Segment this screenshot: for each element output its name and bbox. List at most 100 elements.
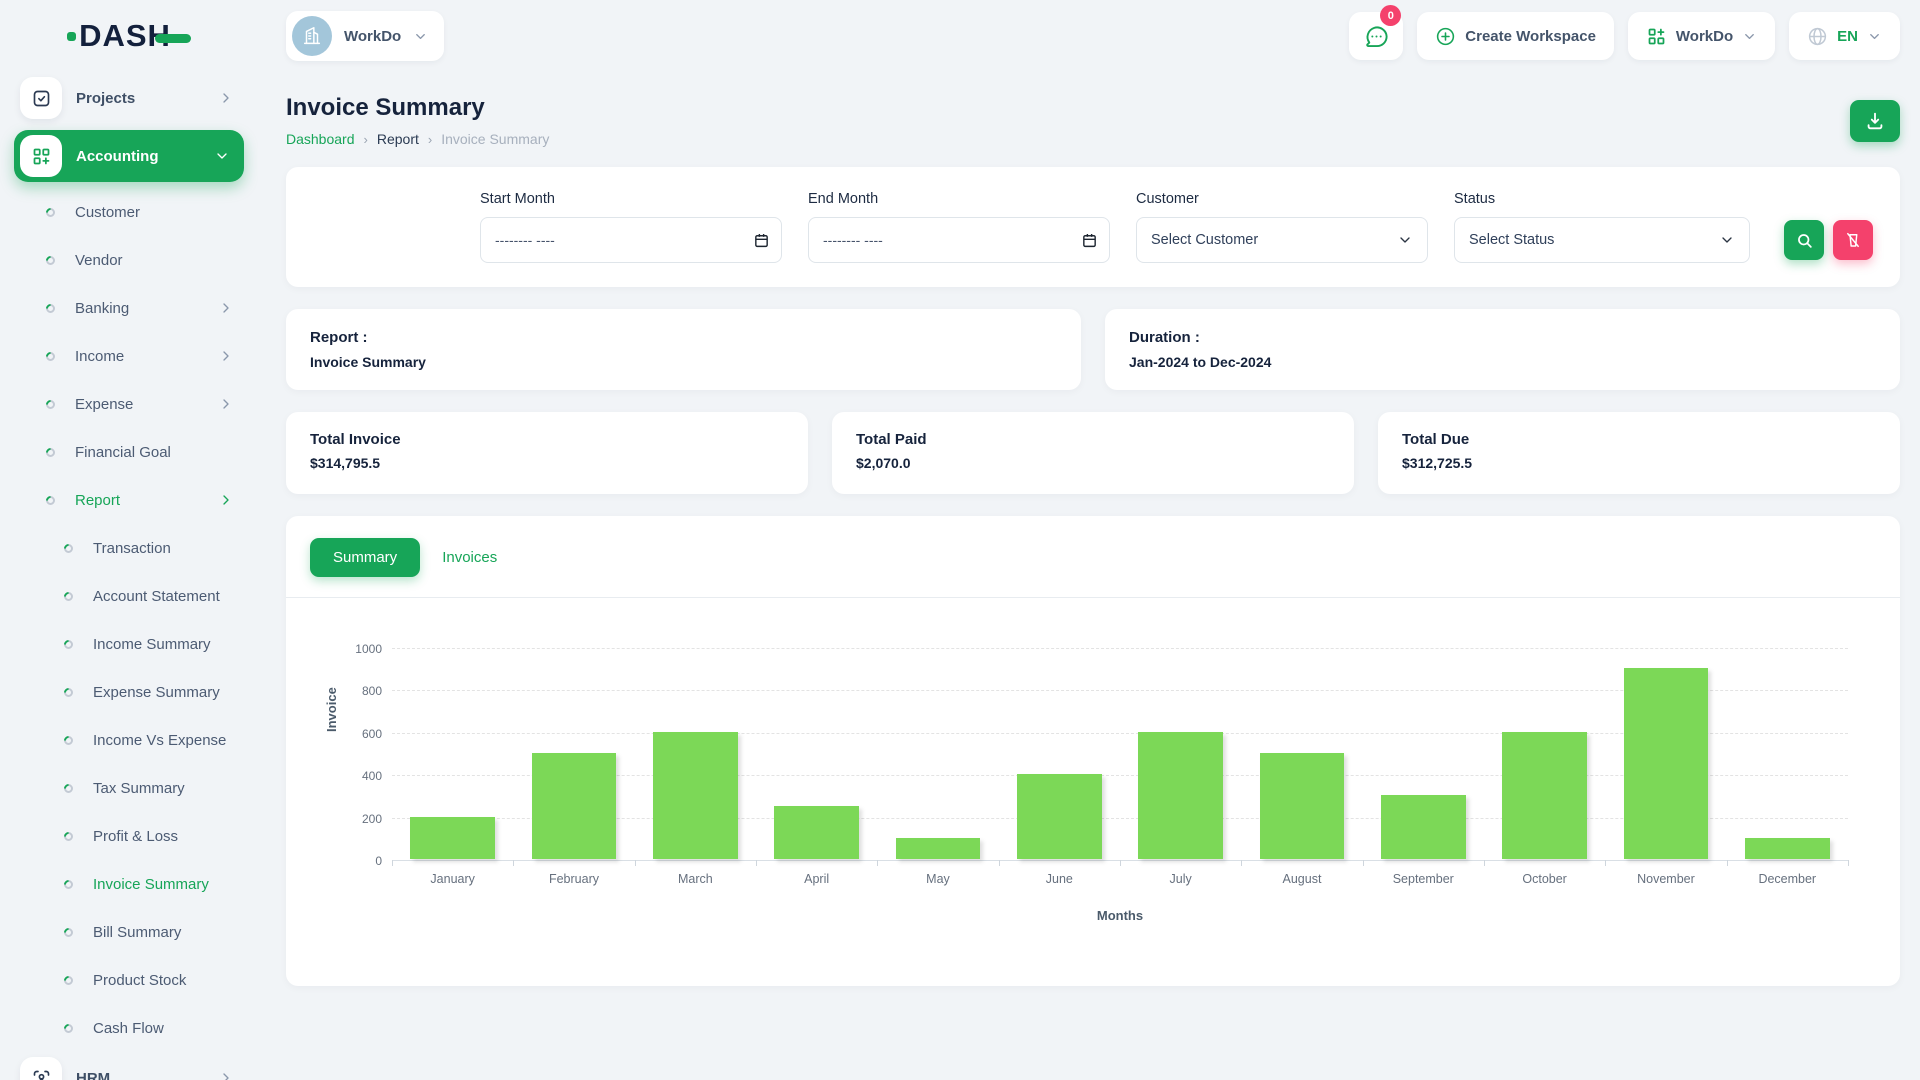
- sidebar-item-banking[interactable]: Banking: [0, 284, 258, 332]
- app-switcher-button[interactable]: WorkDo: [1628, 12, 1775, 60]
- chevron-right-icon: [218, 348, 234, 364]
- sidebar-item-label: Accounting: [76, 148, 200, 165]
- apply-filter-button[interactable]: [1784, 220, 1824, 260]
- bullet-icon: [62, 926, 75, 939]
- clear-filter-icon: [1844, 231, 1862, 249]
- start-month-label: Start Month: [480, 191, 782, 207]
- checkbox-icon: [20, 77, 62, 119]
- totals-row: Total Invoice $314,795.5 Total Paid $2,0…: [286, 412, 1900, 494]
- sidebar-item-income-summary[interactable]: Income Summary: [0, 620, 258, 668]
- sidebar-item-income-vs-expense[interactable]: Income Vs Expense: [0, 716, 258, 764]
- tab-invoices[interactable]: Invoices: [438, 538, 501, 577]
- bullet-icon: [62, 878, 75, 891]
- status-field: Status Select Status: [1454, 191, 1750, 263]
- sidebar-item-label: Cash Flow: [93, 1020, 234, 1037]
- sidebar-item-label: Banking: [75, 300, 198, 317]
- duration-card: Duration : Jan-2024 to Dec-2024: [1105, 309, 1900, 390]
- start-month-input[interactable]: [480, 217, 782, 263]
- total-due-card: Total Due $312,725.5: [1378, 412, 1900, 494]
- sidebar-item-transaction[interactable]: Transaction: [0, 524, 258, 572]
- tab-summary[interactable]: Summary: [310, 538, 420, 577]
- chart-plot-area: 02004006008001000: [392, 648, 1848, 860]
- x-axis-tick: [513, 860, 514, 866]
- sidebar-item-product-stock[interactable]: Product Stock: [0, 956, 258, 1004]
- x-axis-labels: JanuaryFebruaryMarchAprilMayJuneJulyAugu…: [392, 872, 1848, 886]
- sidebar-item-tax-summary[interactable]: Tax Summary: [0, 764, 258, 812]
- sidebar-item-income[interactable]: Income: [0, 332, 258, 380]
- bullet-icon: [62, 974, 75, 987]
- report-info-row: Report : Invoice Summary Duration : Jan-…: [286, 309, 1900, 390]
- sidebar-item-label: Invoice Summary: [93, 876, 234, 893]
- sidebar-item-expense-summary[interactable]: Expense Summary: [0, 668, 258, 716]
- plus-circle-icon: [1435, 26, 1456, 47]
- customer-label: Customer: [1136, 191, 1428, 207]
- calendar-icon[interactable]: [753, 232, 770, 249]
- workspace-switcher[interactable]: WorkDo: [286, 11, 444, 61]
- start-month-field: Start Month: [480, 191, 782, 263]
- grid-plus-icon: [20, 135, 62, 177]
- bullet-icon: [44, 254, 57, 267]
- sidebar-item-account-statement[interactable]: Account Statement: [0, 572, 258, 620]
- total-paid-card: Total Paid $2,070.0: [832, 412, 1354, 494]
- sidebar-item-label: Income Vs Expense: [93, 732, 234, 749]
- top-header: DASH WorkDo 0 Create Workspace WorkDo E: [0, 0, 1920, 72]
- x-tick-label-december: December: [1727, 872, 1848, 886]
- sidebar-item-expense[interactable]: Expense: [0, 380, 258, 428]
- sidebar-item-financial-goal[interactable]: Financial Goal: [0, 428, 258, 476]
- create-workspace-button[interactable]: Create Workspace: [1417, 12, 1614, 60]
- bullet-icon: [44, 302, 57, 315]
- bar-may[interactable]: [896, 838, 981, 859]
- bar-september[interactable]: [1381, 795, 1466, 859]
- sidebar-item-cash-flow[interactable]: Cash Flow: [0, 1004, 258, 1052]
- bar-april[interactable]: [774, 806, 859, 859]
- status-label: Status: [1454, 191, 1750, 207]
- sidebar-item-profit-loss[interactable]: Profit & Loss: [0, 812, 258, 860]
- messages-button[interactable]: 0: [1349, 12, 1403, 60]
- sidebar-item-customer[interactable]: Customer: [0, 188, 258, 236]
- bar-june[interactable]: [1017, 774, 1102, 859]
- bar-october[interactable]: [1502, 732, 1587, 859]
- sidebar-item-vendor[interactable]: Vendor: [0, 236, 258, 284]
- breadcrumb-dashboard[interactable]: Dashboard: [286, 131, 355, 147]
- bar-november[interactable]: [1624, 668, 1709, 859]
- sidebar-item-accounting[interactable]: Accounting: [14, 130, 244, 182]
- workspace-avatar: [292, 16, 332, 56]
- sidebar-item-label: HRM: [76, 1070, 204, 1080]
- bar-february[interactable]: [532, 753, 617, 859]
- breadcrumb-current: Invoice Summary: [441, 131, 549, 147]
- sidebar-item-label: Report: [75, 492, 198, 509]
- customer-select[interactable]: Select Customer: [1136, 217, 1428, 263]
- sidebar-item-label: Vendor: [75, 252, 234, 269]
- breadcrumb-report[interactable]: Report: [377, 131, 419, 147]
- chevron-right-icon: ›: [428, 132, 432, 147]
- bullet-icon: [62, 590, 75, 603]
- bar-march[interactable]: [653, 732, 738, 859]
- globe-icon: [1807, 26, 1828, 47]
- status-select[interactable]: Select Status: [1454, 217, 1750, 263]
- chevron-down-icon: [1719, 232, 1735, 248]
- bar-january[interactable]: [410, 817, 495, 859]
- calendar-icon[interactable]: [1081, 232, 1098, 249]
- sidebar-item-report[interactable]: Report: [0, 476, 258, 524]
- reset-filter-button[interactable]: [1833, 220, 1873, 260]
- sidebar-item-bill-summary[interactable]: Bill Summary: [0, 908, 258, 956]
- bar-august[interactable]: [1260, 753, 1345, 859]
- total-due-label: Total Due: [1402, 431, 1876, 448]
- bullet-icon: [62, 638, 75, 651]
- bar-december[interactable]: [1745, 838, 1830, 859]
- logo-dot-icon: [67, 32, 76, 41]
- sidebar-item-hrm[interactable]: HRM: [0, 1052, 258, 1080]
- end-month-input[interactable]: [808, 217, 1110, 263]
- sidebar-item-projects[interactable]: Projects: [0, 72, 258, 124]
- download-report-button[interactable]: [1850, 100, 1900, 142]
- y-tick-label: 600: [342, 727, 382, 741]
- sidebar-item-label: Income Summary: [93, 636, 234, 653]
- page-title: Invoice Summary: [286, 94, 549, 122]
- language-selector[interactable]: EN: [1789, 12, 1900, 60]
- bar-july[interactable]: [1138, 732, 1223, 859]
- gridline-1000: 1000: [392, 648, 1848, 649]
- x-axis-tick: [1363, 860, 1364, 866]
- x-axis-tick: [1605, 860, 1606, 866]
- x-axis-tick: [1120, 860, 1121, 866]
- sidebar-item-invoice-summary[interactable]: Invoice Summary: [0, 860, 258, 908]
